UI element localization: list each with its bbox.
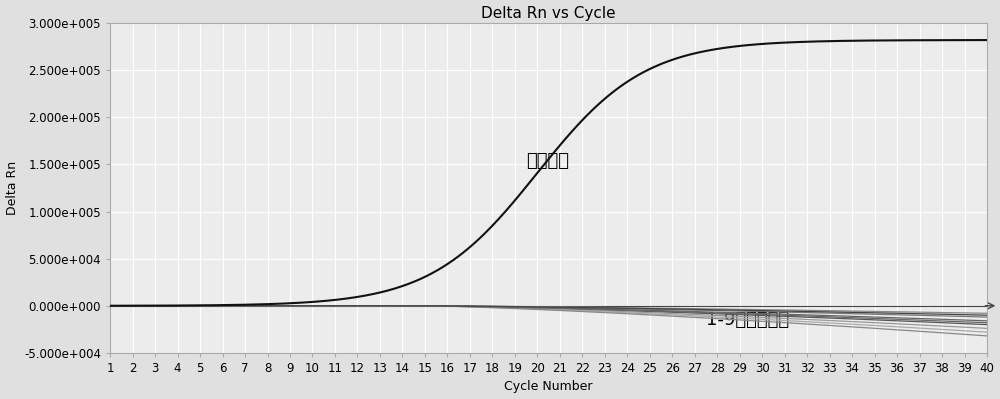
Text: 1-9，阴性对照: 1-9，阴性对照 — [706, 310, 789, 329]
X-axis label: Cycle Number: Cycle Number — [504, 380, 593, 393]
Text: 阳性对照: 阳性对照 — [526, 152, 569, 170]
Title: Delta Rn vs Cycle: Delta Rn vs Cycle — [481, 6, 616, 21]
Y-axis label: Delta Rn: Delta Rn — [6, 161, 19, 215]
